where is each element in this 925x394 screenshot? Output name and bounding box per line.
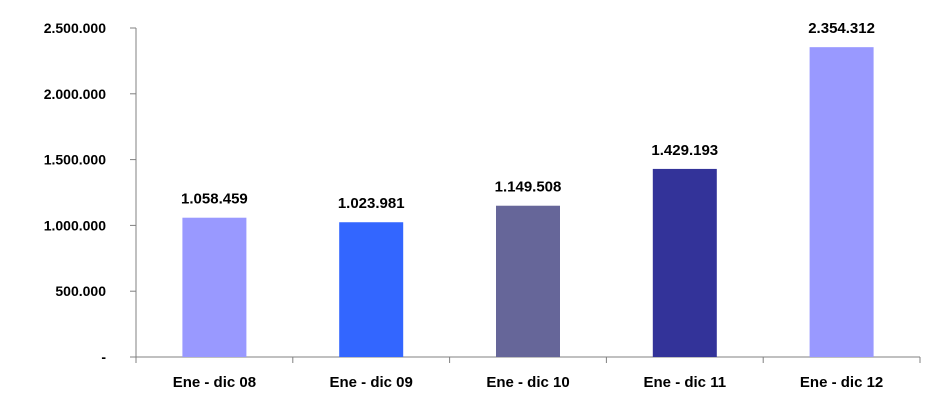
y-tick-label: 500.000 (55, 283, 106, 299)
x-tick-label: Ene - dic 09 (330, 374, 413, 391)
bar (496, 205, 560, 357)
bar (339, 222, 404, 357)
y-tick-label: 2.000.000 (44, 86, 106, 102)
x-tick-label: Ene - dic 11 (644, 374, 727, 391)
y-axis: - 500.000 1.000.000 1.500.000 2.000.000 2.500… (44, 20, 137, 365)
bar (182, 217, 247, 357)
y-tick-label: 1.000.000 (44, 217, 106, 233)
y-tick-label: - (101, 349, 106, 365)
data-label: 1.429.193 (651, 142, 718, 159)
y-tick-label: 2.500.000 (44, 20, 106, 36)
bar (809, 47, 874, 357)
y-tick-label: 1.500.000 (44, 152, 106, 168)
bar (652, 168, 717, 357)
bars (182, 47, 874, 357)
x-tick-label: Ene - dic 10 (486, 374, 569, 391)
x-tick-label: Ene - dic 08 (173, 374, 256, 391)
data-labels: 1.058.459 1.023.981 1.149.508 1.429.193 2.35… (181, 20, 875, 212)
data-label: 2.354.312 (808, 20, 875, 37)
data-label: 1.023.981 (338, 195, 405, 212)
x-tick-label: Ene - dic 12 (800, 374, 883, 391)
data-label: 1.058.459 (181, 191, 248, 208)
x-axis: Ene - dic 08 Ene - dic 09 Ene - dic 10 Ene … (135, 356, 921, 391)
data-label: 1.149.508 (495, 179, 562, 196)
